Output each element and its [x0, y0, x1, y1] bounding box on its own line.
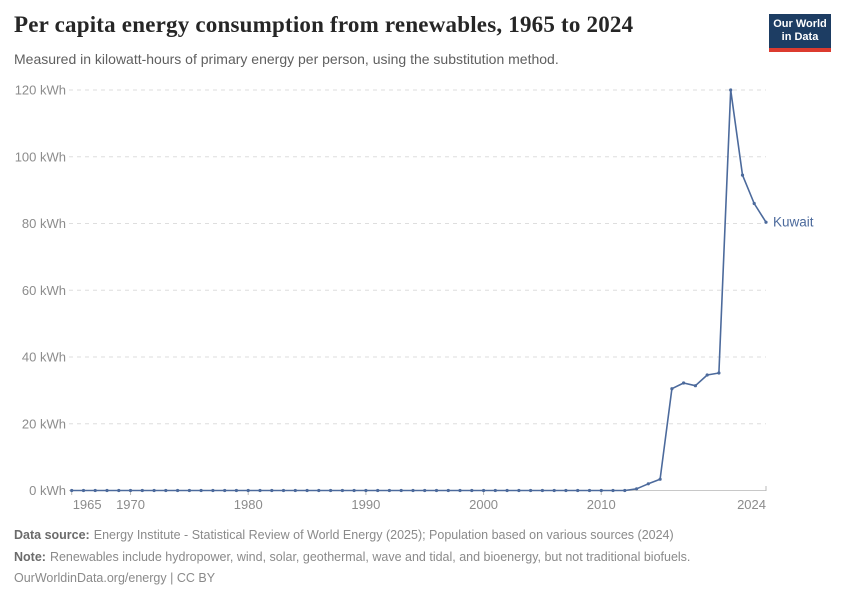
- data-point: [482, 488, 486, 493]
- note-text: Renewables include hydropower, wind, sol…: [49, 549, 691, 564]
- data-source-row: Data source: Energy Institute - Statistic…: [14, 525, 814, 547]
- data-point: [211, 488, 215, 493]
- data-point: [693, 384, 698, 388]
- license-row: OurWorldinData.org/energy | CC BY: [14, 568, 814, 590]
- x-tick-label: 1965: [73, 497, 102, 512]
- data-point: [752, 201, 756, 206]
- data-point: [376, 488, 380, 493]
- data-point: [199, 488, 203, 493]
- data-point: [635, 487, 639, 491]
- data-point: [352, 488, 356, 493]
- data-point: [329, 488, 333, 493]
- page-title: Per capita energy consumption from renew…: [14, 12, 634, 37]
- data-point: [623, 488, 627, 493]
- entity-label: Kuwait: [773, 215, 814, 230]
- data-point: [105, 488, 109, 493]
- y-tick-label: 20 kWh: [22, 416, 66, 431]
- x-tick-label: 1980: [234, 497, 263, 512]
- data-point: [658, 477, 662, 481]
- data-point: [246, 488, 250, 493]
- data-point: [587, 488, 592, 493]
- owid-logo-line2: in Data: [781, 31, 819, 43]
- license-separator: |: [166, 571, 177, 585]
- data-point: [764, 220, 768, 224]
- data-source-label: Data source:: [14, 528, 90, 542]
- data-point: [387, 488, 391, 493]
- license-badge: CC BY: [176, 571, 216, 585]
- data-point: [705, 373, 709, 377]
- data-point: [305, 488, 309, 493]
- data-point: [470, 488, 474, 493]
- data-point: [176, 488, 180, 493]
- data-point: [670, 387, 674, 391]
- y-tick-label: 40 kWh: [22, 350, 66, 365]
- data-point: [234, 488, 238, 493]
- note-label: Note:: [14, 549, 46, 564]
- data-point: [434, 488, 439, 493]
- data-point: [458, 488, 462, 493]
- data-point: [187, 488, 191, 493]
- x-tick-label: 2010: [587, 497, 616, 512]
- y-tick-label: 100 kWh: [15, 149, 66, 164]
- chart-subtitle: Measured in kilowatt-hours of primary en…: [14, 51, 559, 67]
- x-tick-label: 1990: [351, 497, 380, 512]
- data-point: [540, 488, 545, 493]
- data-point: [293, 488, 297, 493]
- series-line-kuwait: [70, 89, 767, 492]
- data-point: [152, 488, 156, 493]
- data-point: [70, 488, 74, 493]
- data-source-text: Energy Institute - Statistical Review of…: [93, 528, 674, 542]
- owid-logo-line1: Our World: [773, 18, 827, 30]
- data-point: [646, 482, 650, 486]
- y-tick-label: 80 kWh: [22, 216, 66, 231]
- x-tick-label: 2024: [737, 497, 766, 512]
- data-point: [576, 488, 580, 493]
- data-point: [128, 488, 133, 493]
- data-point: [446, 488, 450, 493]
- data-point: [164, 488, 168, 493]
- data-point: [364, 488, 368, 493]
- data-point: [340, 488, 344, 493]
- data-point: [517, 488, 521, 493]
- data-point: [611, 488, 615, 493]
- data-point: [729, 88, 733, 92]
- y-tick-label: 0 kWh: [29, 483, 66, 498]
- data-point: [552, 488, 556, 493]
- y-tick-label: 120 kWh: [15, 83, 66, 98]
- data-point: [140, 488, 144, 493]
- data-point: [270, 488, 274, 493]
- data-point: [529, 488, 533, 493]
- data-point: [223, 488, 227, 493]
- data-point: [411, 488, 415, 493]
- data-point: [93, 488, 97, 493]
- chart-footer: Data source: Energy Institute - Statistic…: [14, 525, 814, 590]
- data-point: [423, 488, 427, 493]
- y-tick-label: 60 kWh: [22, 283, 66, 298]
- data-point: [599, 488, 603, 493]
- x-tick-label: 1970: [116, 497, 145, 512]
- owid-logo[interactable]: Our World in Data: [769, 14, 831, 52]
- data-point: [682, 381, 686, 385]
- data-point: [740, 173, 745, 177]
- owid-url-link[interactable]: OurWorldinData.org/energy: [14, 571, 167, 585]
- data-point: [399, 488, 403, 493]
- data-point: [258, 488, 262, 493]
- data-point: [717, 371, 721, 375]
- x-tick-label: 2000: [469, 497, 498, 512]
- data-point: [493, 488, 497, 493]
- data-point: [317, 488, 321, 493]
- note-row: Note: Renewables include hydropower, wind…: [14, 547, 814, 569]
- data-point: [81, 488, 86, 493]
- data-point: [117, 488, 121, 493]
- data-point: [505, 488, 509, 493]
- data-point: [564, 488, 568, 493]
- data-point: [281, 488, 286, 493]
